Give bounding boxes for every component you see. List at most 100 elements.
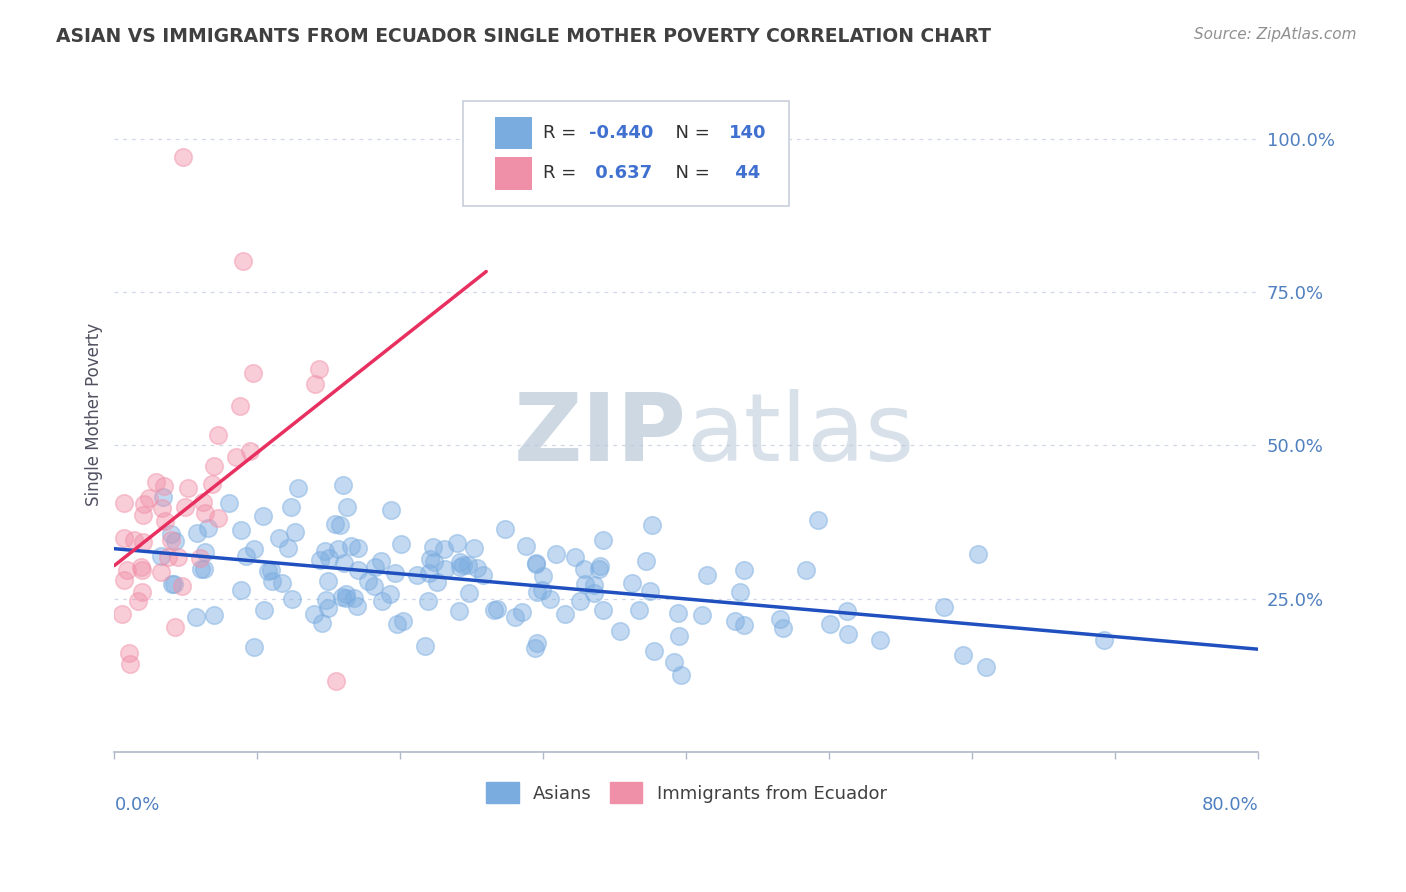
Point: [316, 601, 339, 615]
Point: [188, 550, 211, 565]
Point: [415, 640, 437, 654]
Point: [530, 583, 553, 598]
Point: [346, 599, 368, 614]
Point: [172, 150, 194, 164]
Point: [309, 552, 332, 566]
Point: [620, 576, 643, 591]
Point: [554, 607, 576, 622]
Point: [115, 563, 138, 577]
Point: [333, 556, 356, 570]
Point: [260, 563, 283, 577]
Point: [332, 478, 354, 492]
Point: [524, 556, 547, 570]
Point: [482, 603, 505, 617]
Point: [160, 527, 183, 541]
Point: [163, 620, 186, 634]
Point: [572, 562, 595, 576]
Text: N =: N =: [664, 164, 716, 182]
Point: [724, 614, 747, 628]
Point: [202, 459, 225, 474]
Text: -0.440: -0.440: [589, 124, 654, 143]
Point: [458, 586, 481, 600]
Point: [202, 607, 225, 622]
Point: [329, 518, 352, 533]
Point: [346, 562, 368, 576]
Point: [418, 566, 440, 580]
Point: [243, 640, 266, 654]
Point: [662, 655, 685, 669]
Point: [163, 577, 186, 591]
Point: [235, 549, 257, 563]
Point: [280, 500, 302, 515]
Point: [270, 575, 292, 590]
Point: [176, 481, 198, 495]
Point: [837, 603, 859, 617]
Point: [335, 591, 357, 605]
Point: [323, 516, 346, 531]
Point: [794, 562, 817, 576]
Point: [772, 621, 794, 635]
Point: [419, 552, 441, 566]
Point: [641, 517, 664, 532]
Point: [503, 610, 526, 624]
Point: [150, 500, 173, 515]
Point: [160, 533, 183, 548]
Point: [538, 591, 561, 606]
Point: [160, 577, 183, 591]
Point: [952, 648, 974, 663]
Point: [486, 602, 509, 616]
Point: [818, 617, 841, 632]
Point: [260, 574, 283, 588]
Point: [166, 550, 188, 565]
Point: [449, 604, 471, 618]
Point: [193, 495, 215, 509]
Legend: Asians, Immigrants from Ecuador: Asians, Immigrants from Ecuador: [479, 775, 894, 810]
Point: [112, 573, 135, 587]
Point: [515, 539, 537, 553]
Text: ZIP: ZIP: [513, 389, 686, 481]
Point: [190, 562, 212, 576]
Point: [422, 540, 444, 554]
Point: [132, 497, 155, 511]
Point: [302, 607, 325, 621]
Point: [465, 561, 488, 575]
Point: [242, 366, 264, 380]
Point: [225, 450, 247, 464]
Point: [267, 531, 290, 545]
Point: [112, 496, 135, 510]
Point: [340, 539, 363, 553]
Point: [544, 547, 567, 561]
Text: 44: 44: [728, 164, 761, 182]
Point: [281, 591, 304, 606]
Point: [152, 490, 174, 504]
Point: [592, 603, 614, 617]
Point: [668, 629, 690, 643]
Point: [406, 568, 429, 582]
Point: [526, 635, 548, 649]
Point: [531, 568, 554, 582]
Point: [193, 562, 215, 576]
Point: [311, 615, 333, 630]
Point: [391, 614, 413, 628]
Point: [207, 511, 229, 525]
Point: [197, 520, 219, 534]
Point: [869, 633, 891, 648]
Point: [132, 508, 155, 522]
Point: [194, 544, 217, 558]
Point: [389, 537, 412, 551]
Point: [335, 587, 357, 601]
Point: [451, 558, 474, 572]
Point: [326, 541, 349, 556]
Point: [315, 592, 337, 607]
Point: [696, 567, 718, 582]
Point: [231, 582, 253, 597]
Text: 0.0%: 0.0%: [114, 796, 160, 814]
Point: [145, 475, 167, 489]
Text: 140: 140: [728, 124, 766, 143]
Point: [494, 522, 516, 536]
Point: [343, 591, 366, 605]
Point: [370, 554, 392, 568]
Point: [172, 579, 194, 593]
Point: [277, 541, 299, 556]
Point: [232, 254, 254, 268]
